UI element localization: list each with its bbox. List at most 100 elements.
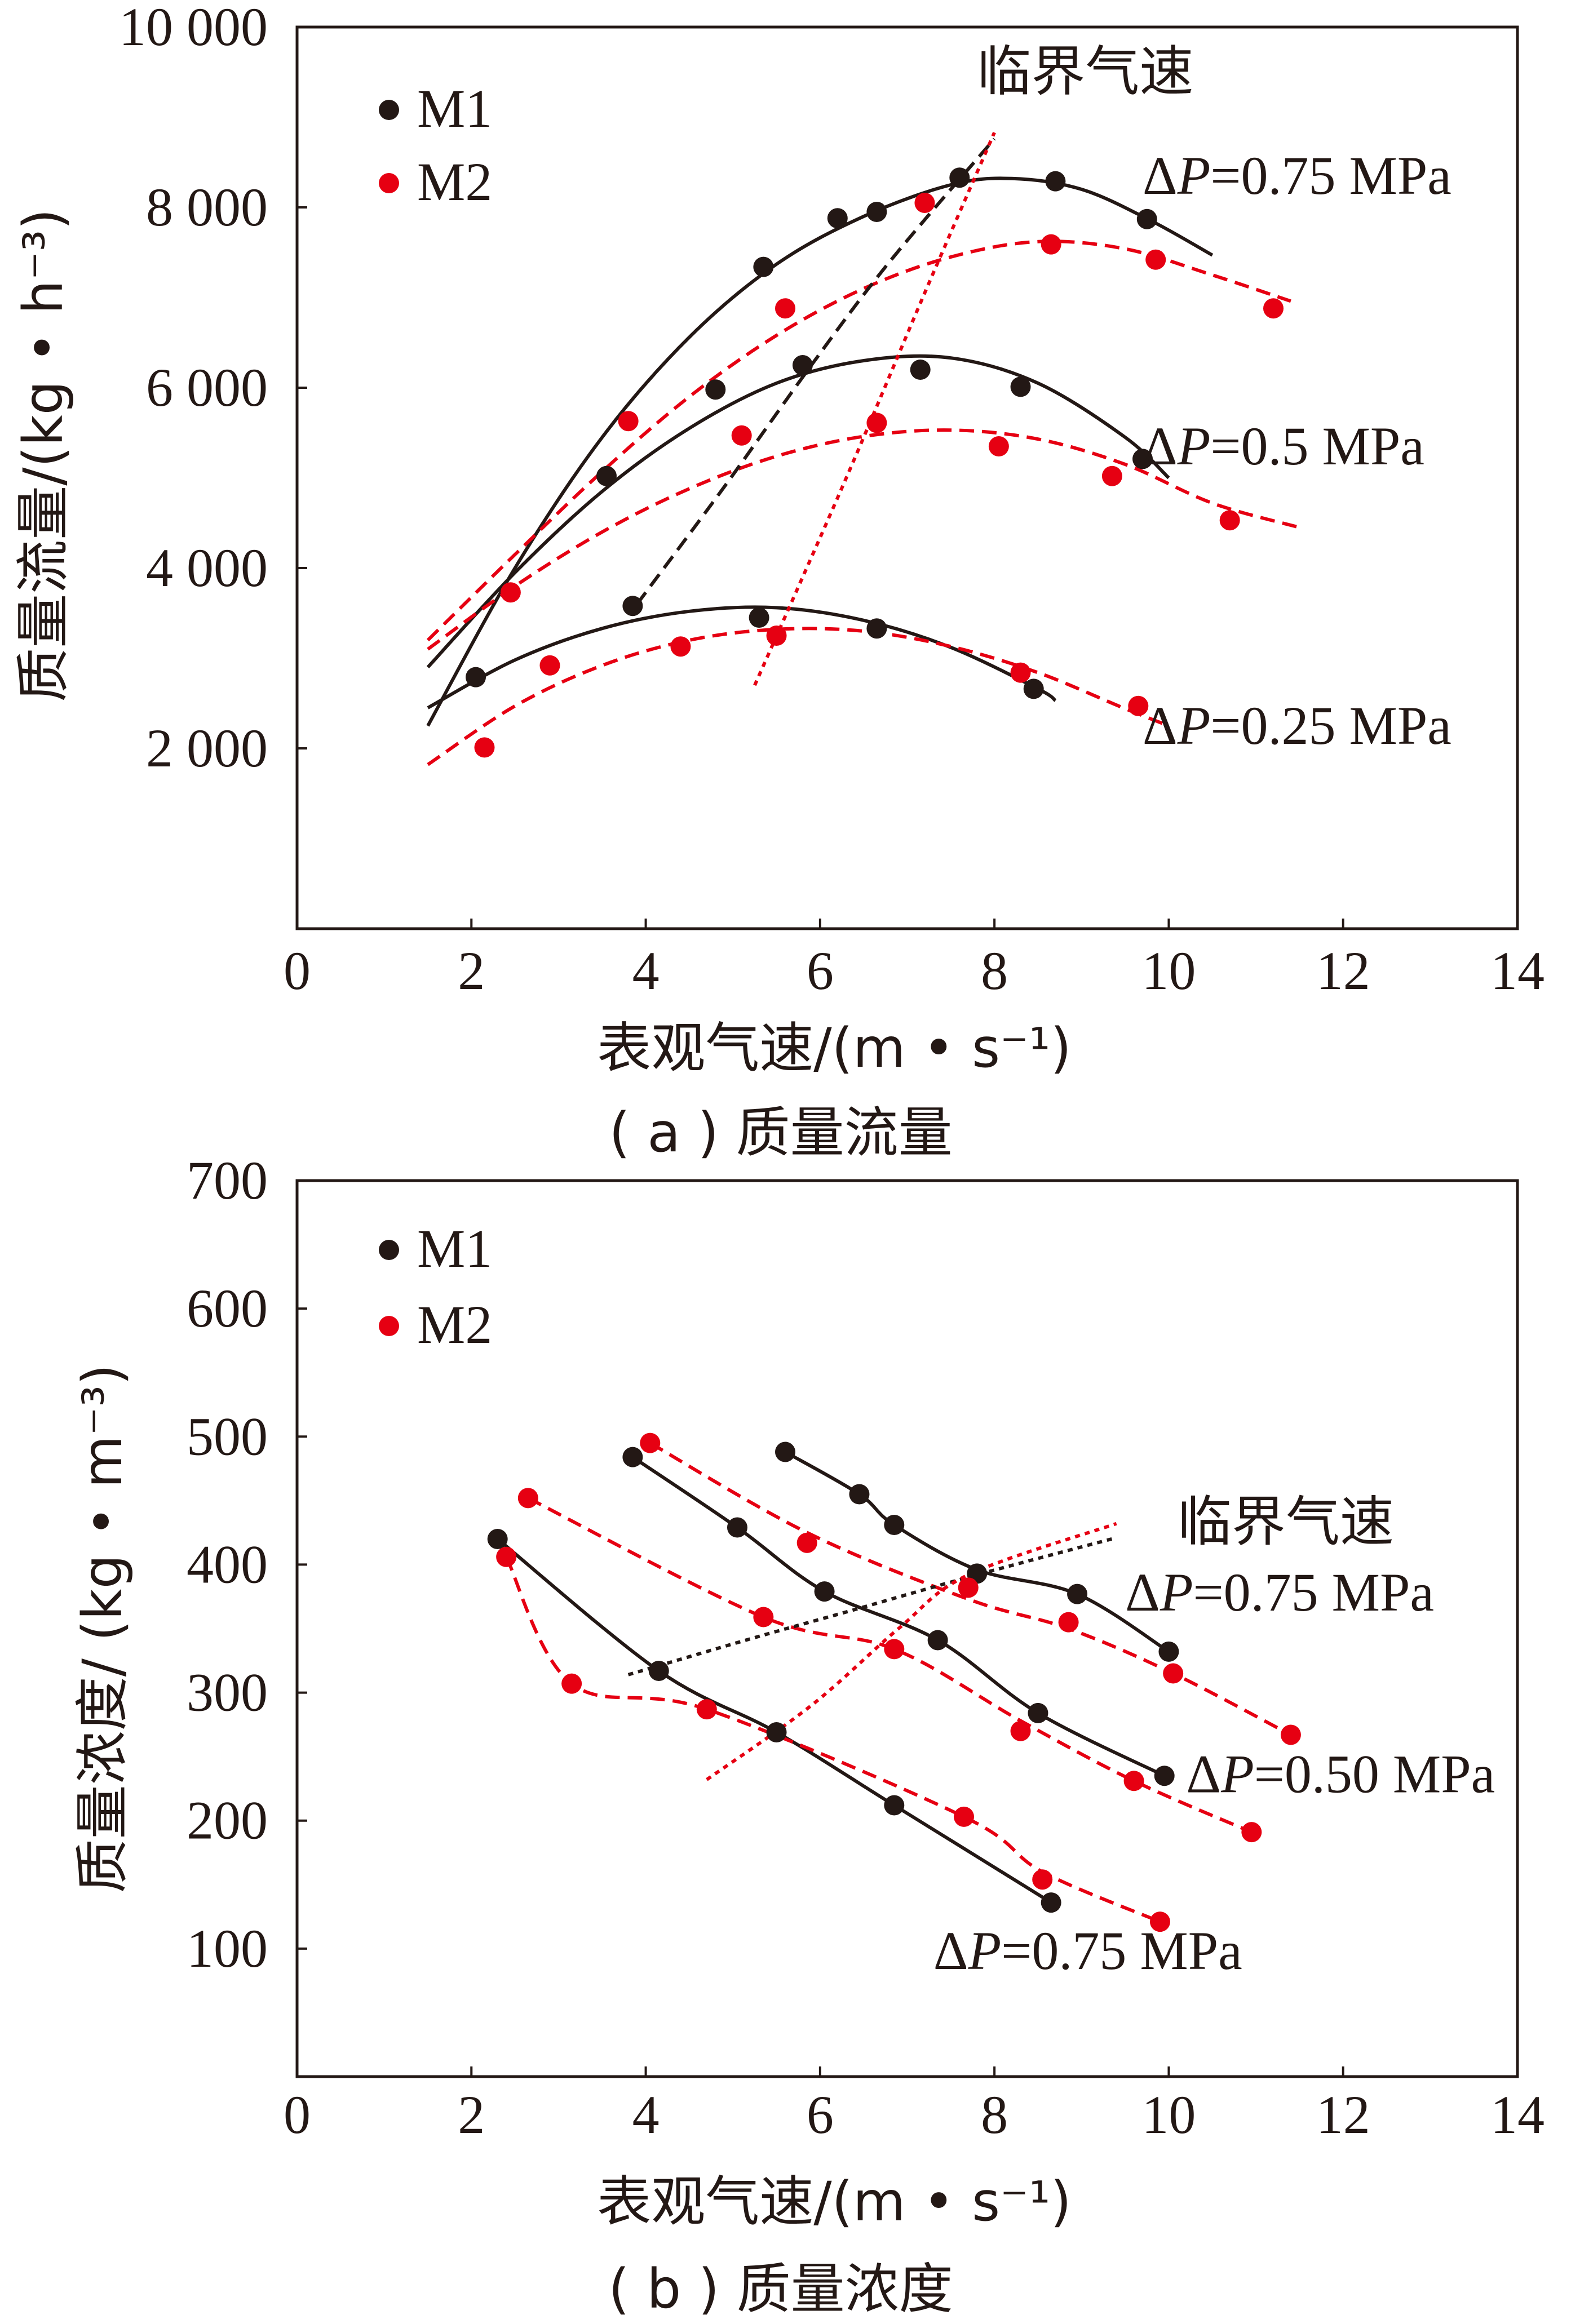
- legend-marker: [379, 1240, 399, 1260]
- data-point-m2: [1145, 249, 1166, 270]
- legend-label: M1: [417, 1218, 492, 1279]
- x-tick-label: 12: [1316, 2084, 1370, 2145]
- chart-a-mass-flow: 0 2 4 6 8 10 12 14 2 000 4 000 6 000 8 000 10 000 M1…: [12, 0, 1545, 1164]
- data-point-m2: [958, 1577, 979, 1598]
- data-point-m2: [1219, 510, 1240, 531]
- data-point-m2: [914, 193, 935, 213]
- data-point-m1: [849, 1484, 870, 1505]
- data-point-m2: [474, 737, 495, 758]
- y-axis-title: 质量浓度/ (kg • m⁻³): [71, 1364, 134, 1893]
- data-point-m2: [766, 626, 787, 646]
- fit-curve: [784, 1450, 1170, 1653]
- fit-curve: [631, 1456, 1166, 1777]
- data-point-m2: [1010, 1720, 1031, 1741]
- data-point-m1: [866, 618, 887, 639]
- x-tick-label: 12: [1316, 941, 1370, 1001]
- legend-label: M2: [417, 152, 492, 212]
- data-point-m1: [927, 1630, 948, 1651]
- legend-label: M2: [417, 1294, 492, 1355]
- data-point-m2: [1032, 1869, 1053, 1890]
- fit-curve: [427, 428, 1300, 651]
- data-point-m1: [884, 1515, 905, 1536]
- critical-velocity-lines: [635, 132, 996, 686]
- data-point-m1: [1010, 376, 1031, 397]
- data-point-m1: [1045, 171, 1066, 192]
- y-tick-label: 700: [187, 1150, 268, 1210]
- x-tick-label: 8: [981, 941, 1008, 1001]
- x-axis-title: 表观气速/(m • s⁻¹): [597, 1017, 1072, 1080]
- data-point-m2: [1263, 298, 1284, 319]
- data-point-m2: [1010, 662, 1031, 683]
- data-point-m1: [648, 1660, 669, 1681]
- y-tick-label: 4 000: [146, 538, 268, 598]
- data-point-m2: [954, 1806, 975, 1827]
- y-tick-label: 6 000: [146, 357, 268, 418]
- plot-frame: [295, 25, 1519, 930]
- data-point-m2: [539, 655, 560, 676]
- data-point-m1: [622, 1447, 643, 1467]
- x-tick-label: 8: [981, 2084, 1008, 2145]
- pressure-annotation: ΔP=0.75 MPa: [933, 1921, 1242, 1981]
- data-point-m1: [596, 465, 617, 486]
- data-point-m1: [814, 1581, 835, 1602]
- y-tick-label: 8 000: [146, 177, 268, 237]
- x-tick-label: 6: [807, 941, 834, 1001]
- y-axis-title: 质量流量/(kg • h⁻³): [12, 209, 75, 702]
- data-point-m1: [866, 202, 887, 222]
- annotations: 临界气速 ΔP=0.75 MPa ΔP=0.5 MPa ΔP=0.25 MPa: [977, 40, 1451, 756]
- data-point-m2: [640, 1432, 661, 1453]
- critical-velocity-label: 临界气速: [1178, 1490, 1394, 1553]
- data-point-m2: [753, 1607, 774, 1627]
- data-point-m2: [1280, 1724, 1301, 1745]
- annotations: 临界气速 ΔP=0.75 MPa ΔP=0.50 MPa ΔP=0.75 MPa: [933, 1490, 1495, 1981]
- data-point-m2: [731, 425, 752, 446]
- x-tick-label: 0: [284, 2084, 311, 2145]
- axis-ticks: 0 2 4 6 8 10 12 14 100 200 300 400 500 600 700: [187, 1150, 1545, 2145]
- data-point-m2: [500, 582, 521, 603]
- data-points: [487, 1432, 1301, 1932]
- pressure-annotation: ΔP=0.50 MPa: [1186, 1744, 1495, 1804]
- pressure-annotation: ΔP=0.5 MPa: [1143, 416, 1424, 476]
- data-point-m1: [727, 1517, 747, 1538]
- data-point-m1: [466, 667, 486, 688]
- legend-marker: [379, 100, 399, 120]
- data-point-m2: [1123, 1771, 1144, 1791]
- x-tick-label: 0: [284, 941, 311, 1001]
- data-point-m2: [496, 1546, 517, 1567]
- data-point-m2: [696, 1699, 717, 1720]
- data-point-m1: [1028, 1702, 1048, 1723]
- data-point-m2: [1149, 1911, 1170, 1932]
- data-point-m1: [1067, 1584, 1088, 1604]
- data-point-m2: [884, 1639, 905, 1660]
- fit-curve: [426, 354, 1170, 669]
- x-tick-label: 6: [807, 2084, 834, 2145]
- y-tick-label: 100: [187, 1918, 268, 1979]
- critical-velocity-line: [627, 1536, 1117, 1677]
- data-point-m2: [988, 436, 1009, 456]
- data-point-m2: [561, 1673, 582, 1694]
- legend-marker: [379, 173, 399, 193]
- data-point-m1: [1136, 209, 1157, 229]
- data-point-m1: [1041, 1892, 1061, 1913]
- data-point-m2: [517, 1488, 538, 1509]
- x-tick-label: 4: [632, 2084, 660, 2145]
- data-point-m1: [766, 1722, 787, 1742]
- x-tick-label: 14: [1490, 941, 1545, 1001]
- fit-curve: [427, 605, 1057, 709]
- data-point-m1: [1132, 449, 1153, 469]
- data-point-m1: [792, 355, 813, 375]
- critical-velocity-label: 临界气速: [977, 40, 1193, 103]
- x-tick-label: 2: [458, 941, 485, 1001]
- data-point-m2: [775, 298, 795, 319]
- y-tick-label: 300: [187, 1662, 268, 1723]
- x-tick-label: 2: [458, 2084, 485, 2145]
- data-point-m1: [775, 1442, 795, 1462]
- data-point-m1: [1158, 1641, 1179, 1662]
- data-points: [466, 167, 1284, 758]
- data-point-m1: [749, 607, 769, 628]
- critical-velocity-line: [753, 132, 996, 686]
- pressure-annotation: ΔP=0.75 MPa: [1125, 1562, 1434, 1622]
- y-tick-label: 10 000: [119, 0, 268, 57]
- data-point-m2: [796, 1532, 817, 1553]
